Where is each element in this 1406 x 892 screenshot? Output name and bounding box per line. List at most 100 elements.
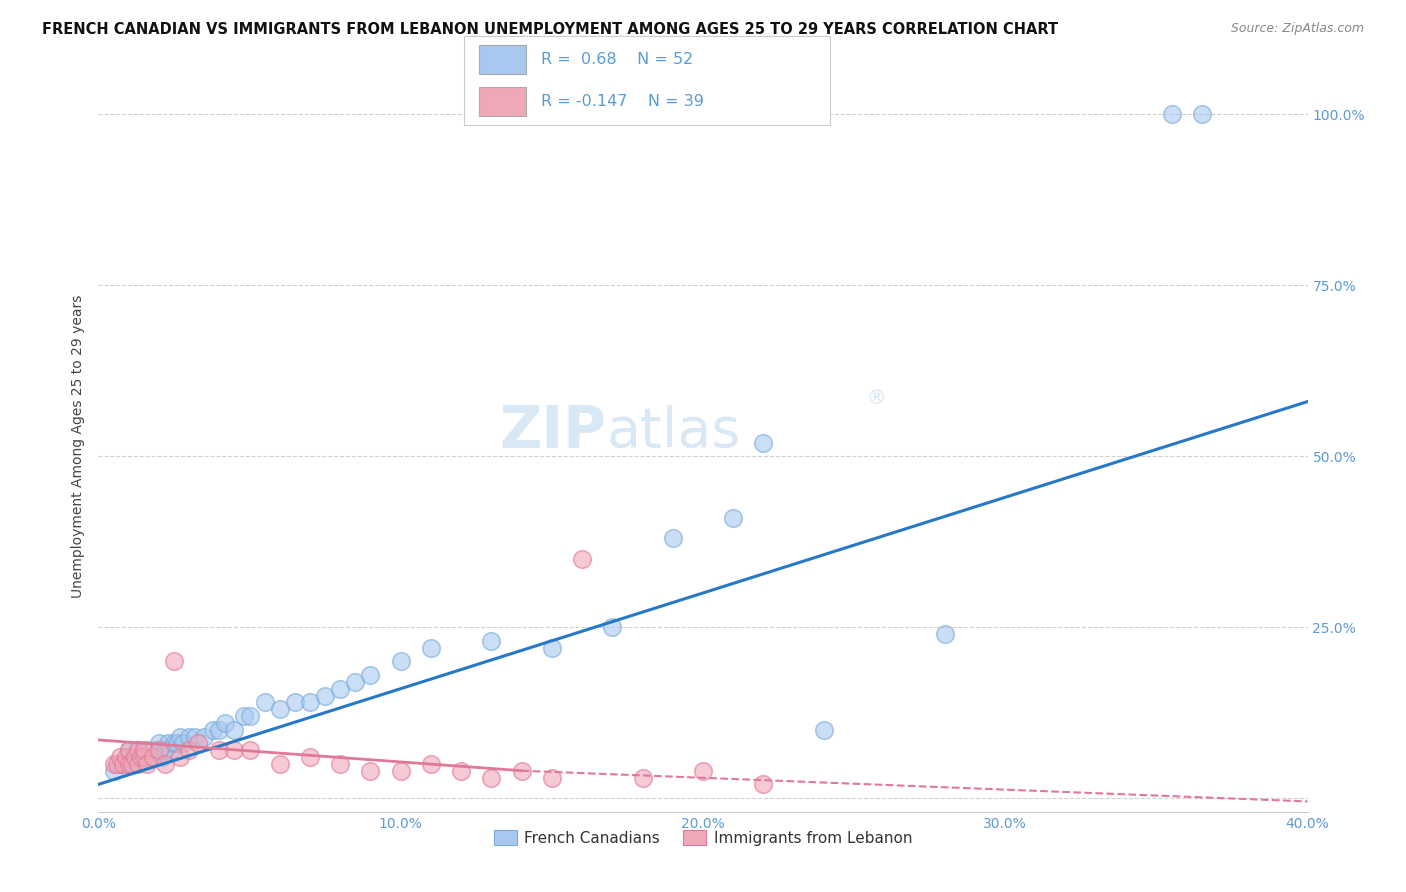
Point — [118, 756, 141, 771]
Point — [329, 756, 352, 771]
Point — [692, 764, 714, 778]
Point — [187, 736, 209, 750]
Point — [631, 771, 654, 785]
Point — [752, 777, 775, 791]
Point — [153, 743, 176, 757]
Point — [813, 723, 835, 737]
Point — [127, 743, 149, 757]
Text: ZIP: ZIP — [499, 403, 606, 460]
Text: atlas: atlas — [606, 404, 741, 458]
Point — [111, 756, 134, 771]
FancyBboxPatch shape — [478, 45, 526, 74]
Point — [329, 681, 352, 696]
Point — [208, 723, 231, 737]
Point — [148, 743, 170, 757]
Point — [253, 695, 276, 709]
Point — [163, 654, 186, 668]
Point — [360, 668, 382, 682]
Point — [540, 640, 562, 655]
Text: FRENCH CANADIAN VS IMMIGRANTS FROM LEBANON UNEMPLOYMENT AMONG AGES 25 TO 29 YEAR: FRENCH CANADIAN VS IMMIGRANTS FROM LEBAN… — [42, 22, 1059, 37]
Point — [193, 730, 215, 744]
Point — [132, 743, 155, 757]
Point — [269, 702, 291, 716]
Point — [269, 756, 291, 771]
Point — [114, 750, 136, 764]
Point — [214, 715, 236, 730]
Text: R = -0.147    N = 39: R = -0.147 N = 39 — [541, 94, 703, 109]
Point — [184, 730, 207, 744]
Point — [121, 756, 143, 771]
Point — [118, 743, 141, 757]
Point — [124, 750, 146, 764]
Point — [108, 756, 131, 771]
Point — [299, 750, 322, 764]
Point — [142, 750, 165, 764]
Point — [142, 743, 165, 757]
Point — [127, 756, 149, 771]
Point — [160, 743, 183, 757]
Point — [389, 654, 412, 668]
Point — [114, 756, 136, 771]
Point — [103, 756, 125, 771]
Point — [602, 620, 624, 634]
Point — [148, 743, 170, 757]
Point — [135, 756, 157, 771]
Point — [179, 743, 201, 757]
Point — [148, 736, 170, 750]
Point — [145, 750, 167, 764]
Point — [179, 730, 201, 744]
Point — [481, 771, 503, 785]
Point — [156, 736, 179, 750]
Point — [169, 750, 191, 764]
Point — [132, 750, 155, 764]
Point — [420, 756, 443, 771]
Point — [153, 756, 176, 771]
Point — [202, 723, 225, 737]
Point — [284, 695, 307, 709]
Point — [360, 764, 382, 778]
Text: ®: ® — [866, 389, 886, 408]
Point — [105, 756, 128, 771]
Point — [166, 736, 188, 750]
Point — [224, 723, 246, 737]
Point — [239, 743, 262, 757]
Point — [510, 764, 533, 778]
Point — [139, 750, 162, 764]
Point — [103, 764, 125, 778]
Point — [314, 689, 336, 703]
Point — [232, 709, 254, 723]
Point — [132, 750, 155, 764]
Point — [661, 531, 683, 545]
Y-axis label: Unemployment Among Ages 25 to 29 years: Unemployment Among Ages 25 to 29 years — [72, 294, 86, 598]
Text: R =  0.68    N = 52: R = 0.68 N = 52 — [541, 52, 693, 67]
Point — [1160, 107, 1182, 121]
Point — [752, 435, 775, 450]
Point — [723, 510, 745, 524]
Point — [540, 771, 562, 785]
Point — [118, 750, 141, 764]
Point — [129, 750, 152, 764]
Point — [481, 633, 503, 648]
Point — [150, 750, 173, 764]
Point — [239, 709, 262, 723]
Point — [1191, 107, 1213, 121]
Point — [389, 764, 412, 778]
Point — [163, 736, 186, 750]
Point — [299, 695, 322, 709]
Text: Source: ZipAtlas.com: Source: ZipAtlas.com — [1230, 22, 1364, 36]
Point — [118, 743, 141, 757]
Point — [224, 743, 246, 757]
Point — [124, 756, 146, 771]
Point — [127, 743, 149, 757]
Point — [172, 736, 194, 750]
Point — [571, 551, 593, 566]
Point — [135, 743, 157, 757]
Point — [420, 640, 443, 655]
Point — [108, 750, 131, 764]
Point — [169, 730, 191, 744]
Point — [208, 743, 231, 757]
Legend: French Canadians, Immigrants from Lebanon: French Canadians, Immigrants from Lebano… — [488, 823, 918, 852]
Point — [129, 750, 152, 764]
FancyBboxPatch shape — [478, 87, 526, 116]
Point — [450, 764, 472, 778]
